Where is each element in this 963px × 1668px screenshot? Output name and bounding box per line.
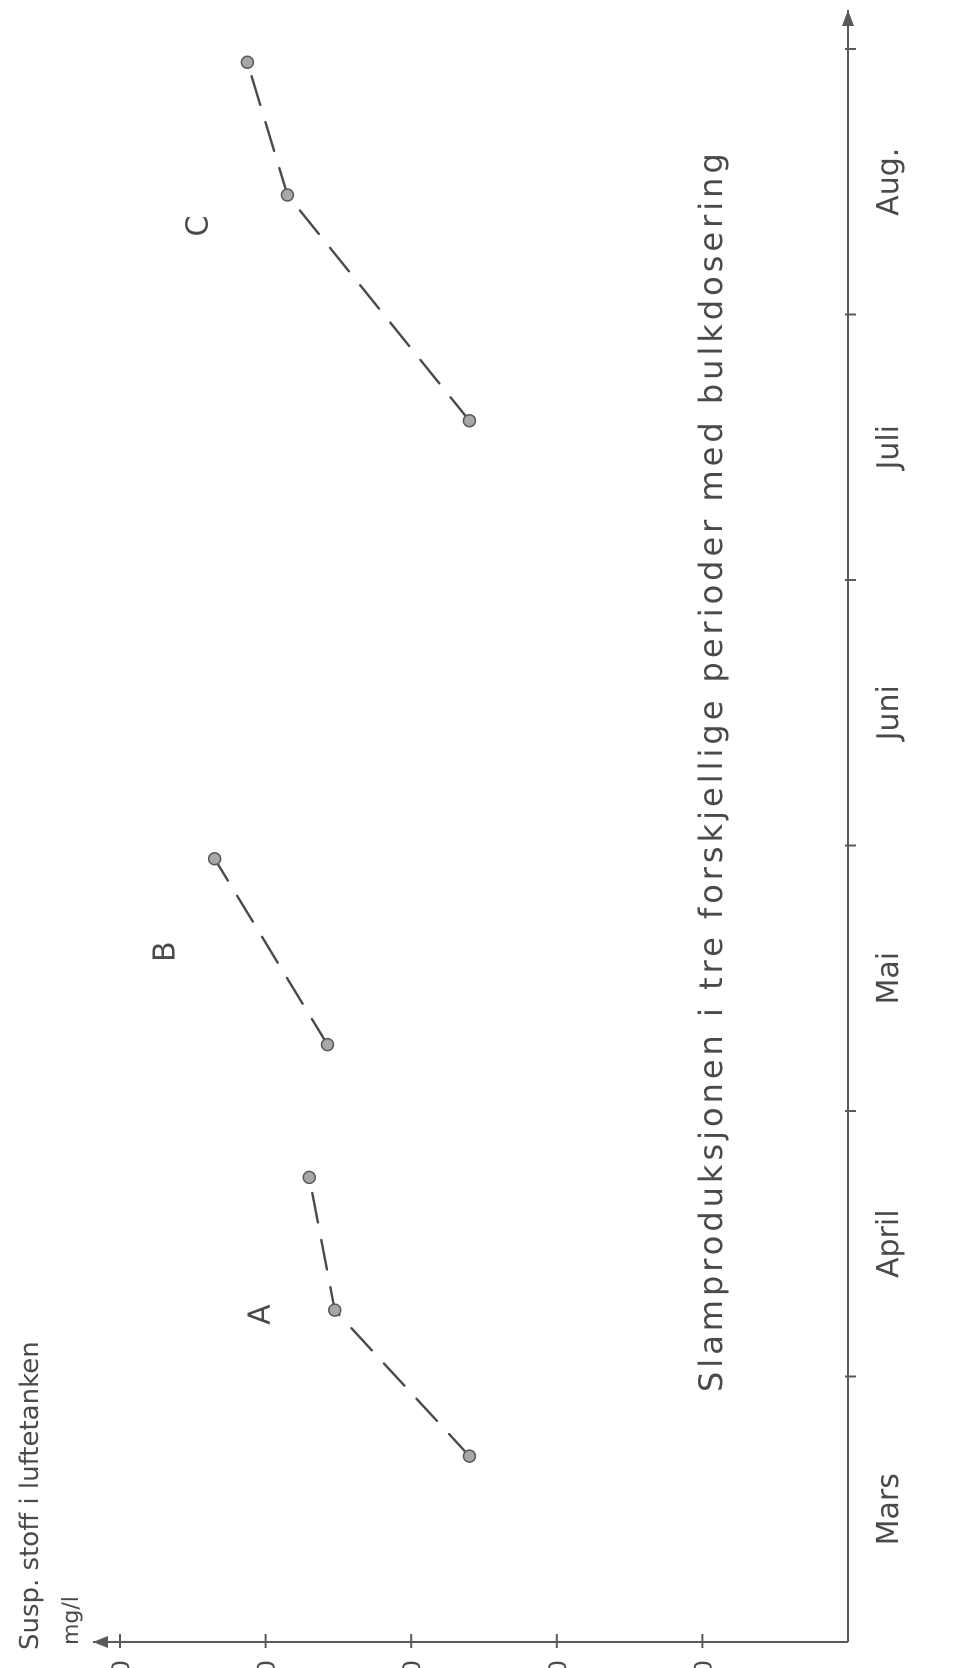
data-point — [462, 413, 477, 428]
x-tick-label: Juli — [871, 425, 906, 472]
data-point — [280, 188, 295, 202]
x-axis-arrow — [842, 10, 854, 26]
series-label: C — [180, 216, 215, 237]
x-tick-labels: Mars April Mai Juni Juli Aug. — [871, 148, 906, 1546]
y-tick-label: 8000 — [253, 1660, 281, 1668]
y-tick-label: 4000 — [544, 1660, 572, 1668]
data-point — [328, 1303, 342, 1317]
series-line-b — [213, 857, 329, 1046]
x-tick-label: Mars — [871, 1473, 906, 1545]
y-tick-label: 6000 — [398, 1660, 426, 1668]
data-point — [462, 1449, 477, 1463]
x-ticks — [845, 48, 856, 1378]
series-label: B — [148, 941, 183, 962]
y-axis-unit: mg/l — [59, 1596, 84, 1645]
x-tick-label: Juni — [871, 685, 906, 742]
chart-title: Slamproduksjonen i tre forskjellige peri… — [692, 149, 730, 1392]
x-tick-label: April — [871, 1209, 906, 1278]
series-group: A B C — [148, 55, 477, 1463]
data-point — [207, 852, 222, 866]
data-point — [320, 1037, 335, 1052]
series-line-c — [246, 61, 471, 422]
series-label: A — [242, 1304, 277, 1325]
x-tick-label: Aug. — [871, 148, 906, 216]
x-tick-label: Mai — [871, 952, 906, 1005]
series-line-a — [308, 1176, 471, 1458]
y-axis-label: Susp. stoff i luftetanken — [15, 1341, 45, 1650]
data-point — [240, 55, 255, 70]
y-axis-arrow — [93, 1636, 108, 1648]
y-ticks: 2000 4000 6000 8000 10000 — [107, 1634, 717, 1668]
data-point — [302, 1170, 317, 1185]
y-tick-label: 10000 — [107, 1660, 135, 1668]
y-tick-label: 2000 — [689, 1660, 717, 1668]
